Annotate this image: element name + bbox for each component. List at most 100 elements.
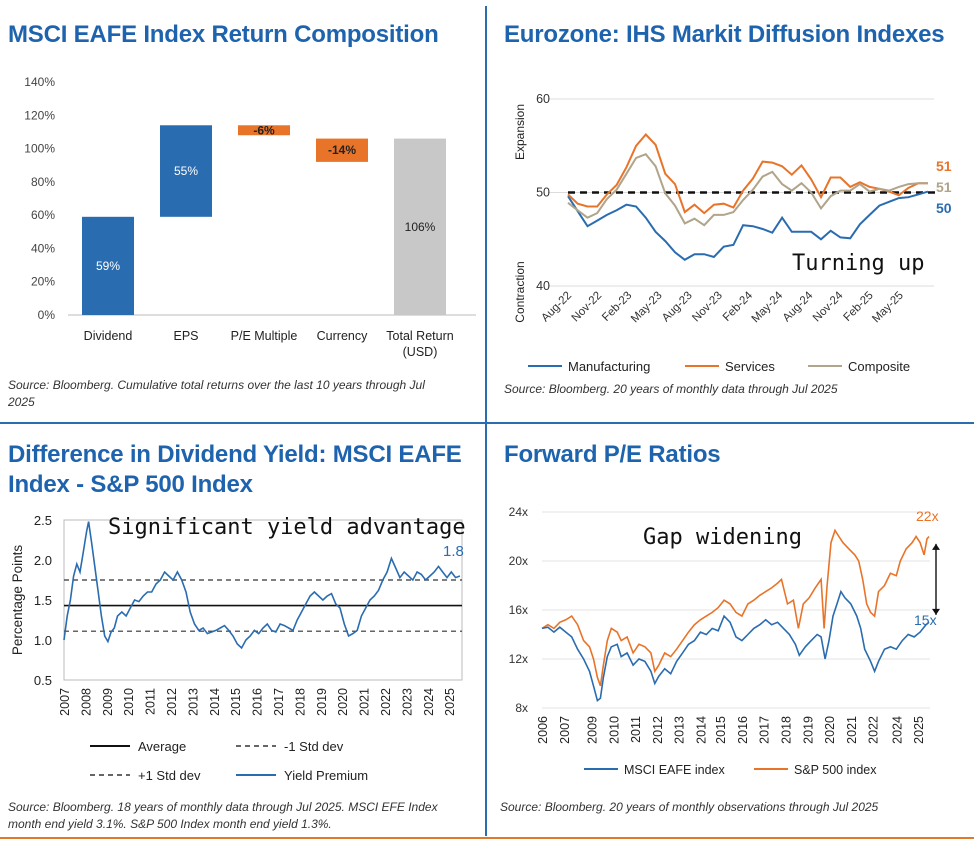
y-tick-label: 16x: [509, 603, 528, 617]
x-tick-label: 2007: [558, 716, 572, 744]
bar-currency: [316, 138, 368, 162]
y-tick-label: 24x: [509, 505, 528, 519]
y-tick-label: 80%: [31, 175, 55, 189]
x-tick-label: 2015: [714, 716, 728, 744]
y-tick-label: 8x: [515, 701, 528, 715]
x-tick-label: May-25: [870, 290, 906, 326]
x-tick-label: 2012: [651, 716, 665, 744]
x-tick-label: 2020: [823, 716, 837, 744]
x-tick-label: 2025: [443, 688, 457, 716]
legend-average-label: Average: [138, 739, 186, 754]
x-tick-label: 2023: [400, 688, 414, 716]
end-label-yield-premium: 1.8: [443, 543, 464, 560]
y-tick-label: 140%: [24, 75, 55, 89]
chart-title: Eurozone: IHS Markit Diffusion Indexes: [504, 21, 945, 48]
chart-source-line-1: Source: Bloomberg. 18 years of monthly d…: [8, 800, 438, 814]
x-tick-label: 2021: [845, 716, 859, 744]
x-tick-label: Aug-24: [781, 289, 816, 324]
x-tick-label: Currency: [317, 329, 368, 343]
series-line-composite: [567, 153, 928, 227]
y-tick-label: 40: [536, 279, 550, 293]
end-label-manufacturing: 50: [936, 200, 952, 216]
x-tick-label: 2019: [315, 688, 329, 716]
x-tick-label: 2010: [607, 716, 621, 744]
x-tick-label: 2007: [58, 688, 72, 716]
chart-title: MSCI EAFE Index Return Composition: [8, 21, 439, 48]
y-tick-label: 1.0: [34, 633, 52, 648]
x-tick-label: P/E Multiple: [231, 329, 298, 343]
x-tick-label: 2016: [736, 716, 750, 744]
end-label-composite: 51: [936, 179, 952, 195]
legend-plus-1-std-label: +1 Std dev: [138, 768, 201, 783]
x-tick-label: 2022: [379, 688, 393, 716]
x-tick-label: Total Return: [386, 329, 453, 343]
series-line-services: [567, 133, 928, 215]
x-tick-label: 2011: [144, 688, 158, 715]
series-line-yield-premium: [63, 521, 461, 650]
chart-source: Source: Bloomberg. Cumulative total retu…: [8, 378, 425, 409]
annotation-turning-up: Turning up: [792, 251, 924, 276]
bar-data-label: 55%: [174, 164, 198, 178]
bar-eps: [160, 125, 212, 217]
y-tick-label: 50: [536, 186, 550, 200]
bar-p-e-multiple: [238, 125, 290, 136]
x-tick-label: 2006: [536, 716, 550, 744]
y-tick-label: 20x: [509, 554, 528, 568]
y-axis-label-contraction: Contraction: [513, 261, 527, 322]
series-line-msci-eafe: [541, 589, 930, 702]
waterfall-chart: 0% 20% 40% 60% 80% 100% 120% 140% 59% Dividend 55%…: [24, 75, 476, 359]
y-tick-label: 2.0: [34, 553, 52, 568]
y-tick-label: 12x: [509, 652, 528, 666]
chart-source: Source: Bloomberg. 18 years of monthly d…: [8, 799, 478, 833]
x-tick-label: 2020: [336, 688, 350, 716]
y-tick-label: 2.5: [34, 513, 52, 528]
legend-minus-1-std-label: -1 Std dev: [284, 739, 344, 754]
x-tick-label: 2009: [101, 688, 115, 716]
yield-premium-line-chart: 0.5 1.0 1.5 2.0 2.5 Percentage Points 2007 2008…: [10, 513, 466, 783]
bar-data-label: 59%: [96, 259, 120, 273]
x-tick-label: 2021: [358, 688, 372, 716]
panel-forward-pe-ratios: Forward P/E Ratios 8x 12x 16x 20x 24x 2006 200…: [488, 424, 974, 838]
x-tick-label: 2014: [208, 688, 222, 716]
gap-arrow-head-top: [932, 543, 940, 550]
annotation-significant-yield-advantage: Significant yield advantage: [108, 515, 466, 540]
gap-arrow-head-bottom: [932, 608, 940, 615]
bar-data-label: -14%: [328, 143, 356, 157]
legend-label-msci-eafe: MSCI EAFE index: [624, 763, 725, 777]
annotation-gap-widening: Gap widening: [643, 525, 802, 550]
chart-title: Difference in Dividend Yield: MSCI EAFE …: [8, 440, 462, 500]
y-axis-label: Percentage Points: [10, 545, 25, 656]
horizontal-divider: [0, 422, 974, 424]
x-tick-label: 2012: [165, 688, 179, 716]
legend-label-services: Services: [725, 359, 775, 374]
forward-pe-line-chart: 8x 12x 16x 20x 24x 2006 2007 2009 2010 2011 2012 20…: [509, 505, 940, 777]
x-tick-label: 2024: [890, 716, 904, 744]
bar-data-label: 106%: [405, 220, 436, 234]
x-tick-label: 2017: [272, 688, 286, 716]
bottom-divider: [0, 837, 974, 839]
x-tick-label: 2024: [422, 688, 436, 716]
x-tick-label: 2010: [122, 688, 136, 716]
x-tick-label: 2014: [694, 716, 708, 744]
x-tick-label: 2013: [186, 688, 200, 716]
x-tick-label: 2015: [229, 688, 243, 716]
x-tick-label: Dividend: [84, 329, 133, 343]
y-tick-label: 0.5: [34, 673, 52, 688]
x-tick-label: 2008: [79, 688, 93, 716]
x-tick-label: Nov-22: [570, 290, 605, 325]
series-line-sp500: [541, 528, 930, 687]
x-tick-label: Feb-23: [600, 290, 634, 324]
y-tick-label: 40%: [31, 241, 55, 255]
x-tick-label: Feb-25: [841, 290, 875, 324]
x-tick-label: Nov-23: [690, 290, 725, 325]
x-tick-label: 2011: [629, 716, 643, 743]
x-tick-label: 2019: [801, 716, 815, 744]
x-tick-label: 2018: [779, 716, 793, 744]
series-line-manufacturing: [567, 190, 929, 261]
chart-title-line-2: Index - S&P 500 Index: [8, 471, 253, 498]
legend-label-composite: Composite: [848, 359, 910, 374]
y-tick-label: 20%: [31, 275, 55, 289]
x-tick-label: May-23: [629, 290, 665, 326]
y-tick-label: 1.5: [34, 593, 52, 608]
